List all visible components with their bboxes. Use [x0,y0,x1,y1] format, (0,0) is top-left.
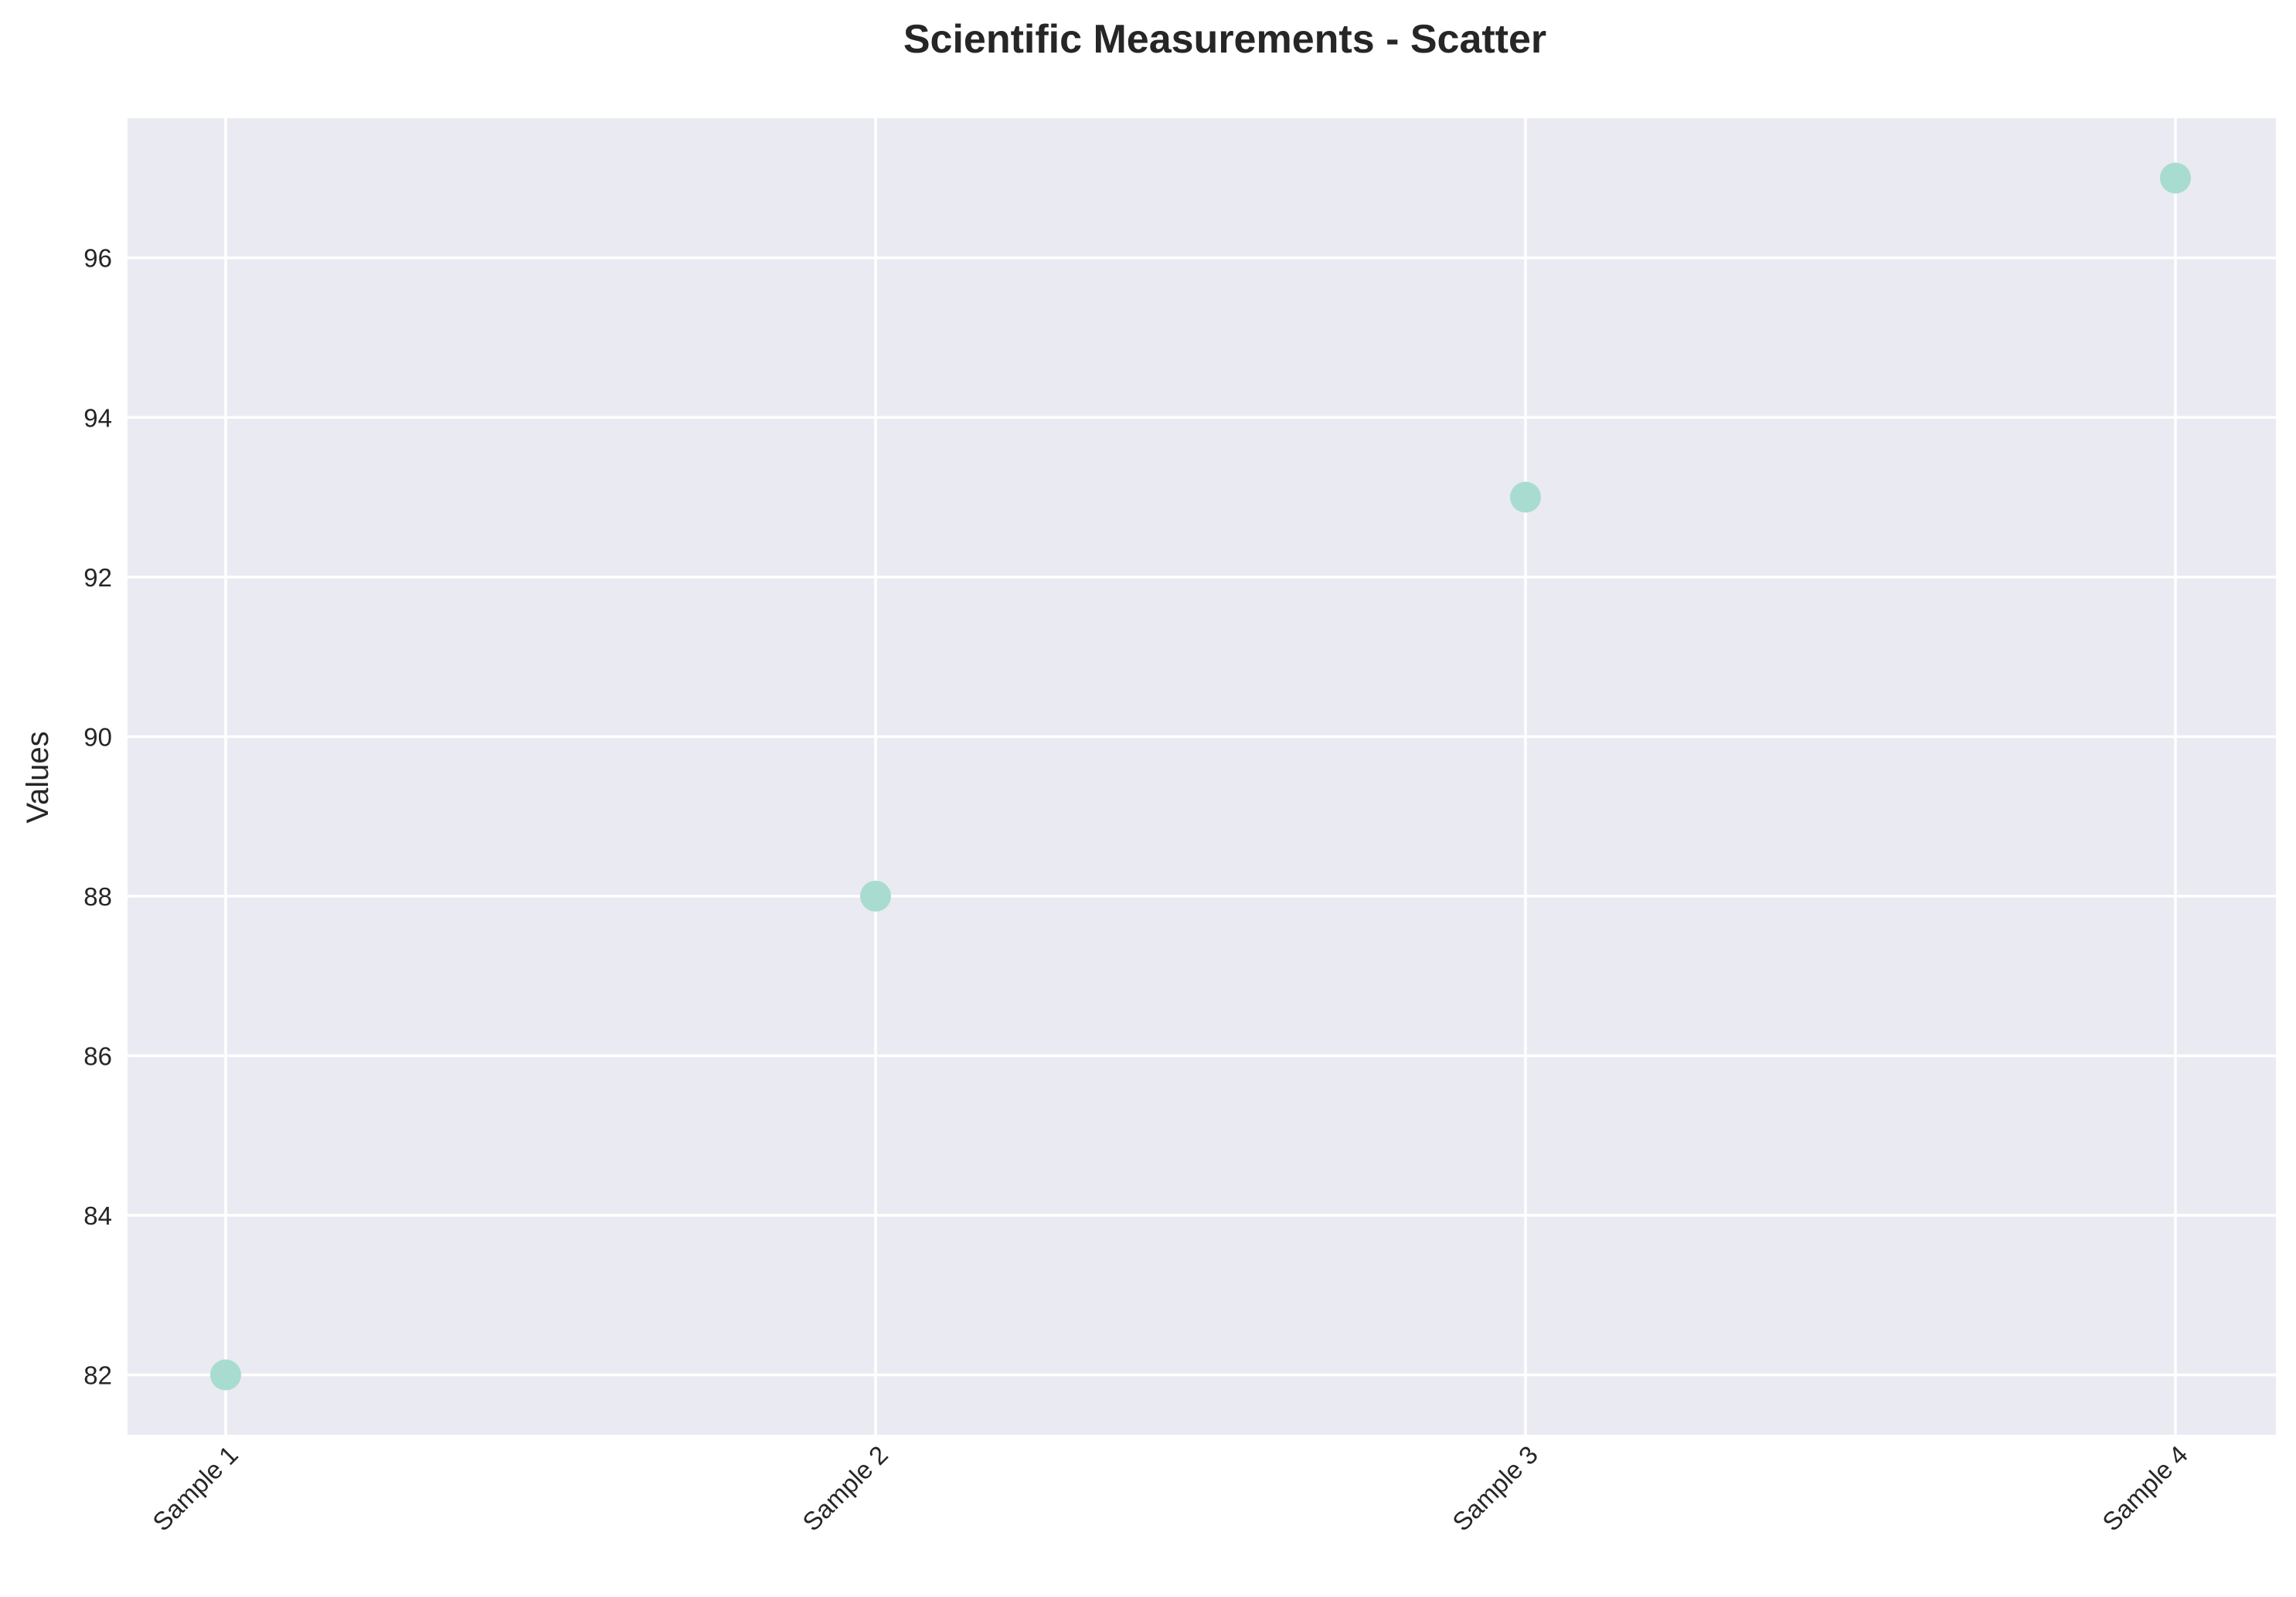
x-tick-label: Sample 1 [147,1440,243,1537]
y-tick-label: 96 [83,244,112,273]
y-axis-ticks: 82 84 86 88 90 92 94 96 [83,244,112,1390]
plot-area [128,118,2276,1435]
x-tick-label: Sample 2 [797,1440,893,1537]
data-points [210,162,2191,1391]
x-tick-label: Sample 3 [1447,1440,1543,1537]
y-tick-label: 82 [83,1361,112,1390]
scatter-point [210,1359,241,1391]
y-tick-label: 92 [83,563,112,592]
y-tick-label: 90 [83,722,112,751]
y-tick-label: 88 [83,882,112,911]
chart-title: Scientific Measurements - Scatter [903,17,1546,62]
y-tick-label: 94 [83,403,112,432]
grid-lines [128,118,2276,1435]
scatter-point [860,880,891,912]
x-tick-label: Sample 4 [2097,1440,2193,1537]
scatter-point [2160,162,2191,194]
scatter-point [1510,481,1541,513]
x-axis-ticks: Sample 1 Sample 2 Sample 3 Sample 4 [147,1440,2193,1537]
y-tick-label: 84 [83,1201,112,1230]
y-axis-label: Values [21,731,55,823]
y-tick-label: 86 [83,1041,112,1070]
